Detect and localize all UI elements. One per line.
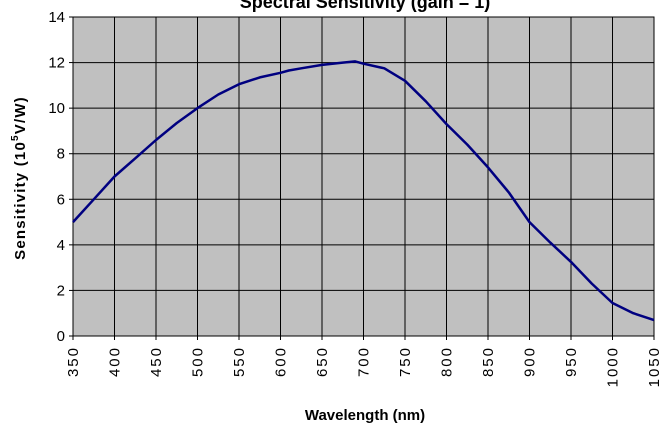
y-tick-label: 12 <box>48 55 65 72</box>
x-tick-label: 650 <box>314 346 331 377</box>
y-tick-label: 4 <box>57 237 65 254</box>
y-tick-label: 14 <box>48 9 65 26</box>
x-tick-label: 750 <box>397 346 414 377</box>
grid-lines <box>72 16 655 337</box>
y-axis-label-superscript: 5 <box>10 134 21 141</box>
x-tick-label: 500 <box>190 346 207 377</box>
x-tick-label: 600 <box>273 346 290 377</box>
y-tick-label: 0 <box>57 328 65 345</box>
x-tick-label: 700 <box>356 346 373 377</box>
x-tick-label: 400 <box>107 346 124 377</box>
x-axis-label: Wavelength (nm) <box>305 407 425 424</box>
x-tick-label: 950 <box>563 346 580 377</box>
chart-title: Spectral Sensitivity (gain = 1) <box>240 0 491 12</box>
x-tick-label: 800 <box>439 346 456 377</box>
x-tick-label: 1000 <box>605 346 622 387</box>
series-line-0 <box>72 60 655 322</box>
x-tick-label: 850 <box>480 346 497 377</box>
y-tick-label: 6 <box>57 191 65 208</box>
y-axis-label-prefix: Sensitivity (10 <box>12 141 29 260</box>
y-tick-label: 2 <box>57 282 65 299</box>
x-tick-label: 450 <box>148 346 165 377</box>
y-axis-label-suffix: V/W) <box>12 96 29 134</box>
x-tick-label: 350 <box>65 346 82 377</box>
y-tick-label: 8 <box>57 146 65 163</box>
x-tick-label: 900 <box>522 346 539 377</box>
x-tick-label: 1050 <box>646 346 663 387</box>
y-tick-label: 10 <box>48 100 65 117</box>
x-tick-label: 550 <box>231 346 248 377</box>
y-axis-label: Sensitivity (105V/W) <box>10 96 29 260</box>
